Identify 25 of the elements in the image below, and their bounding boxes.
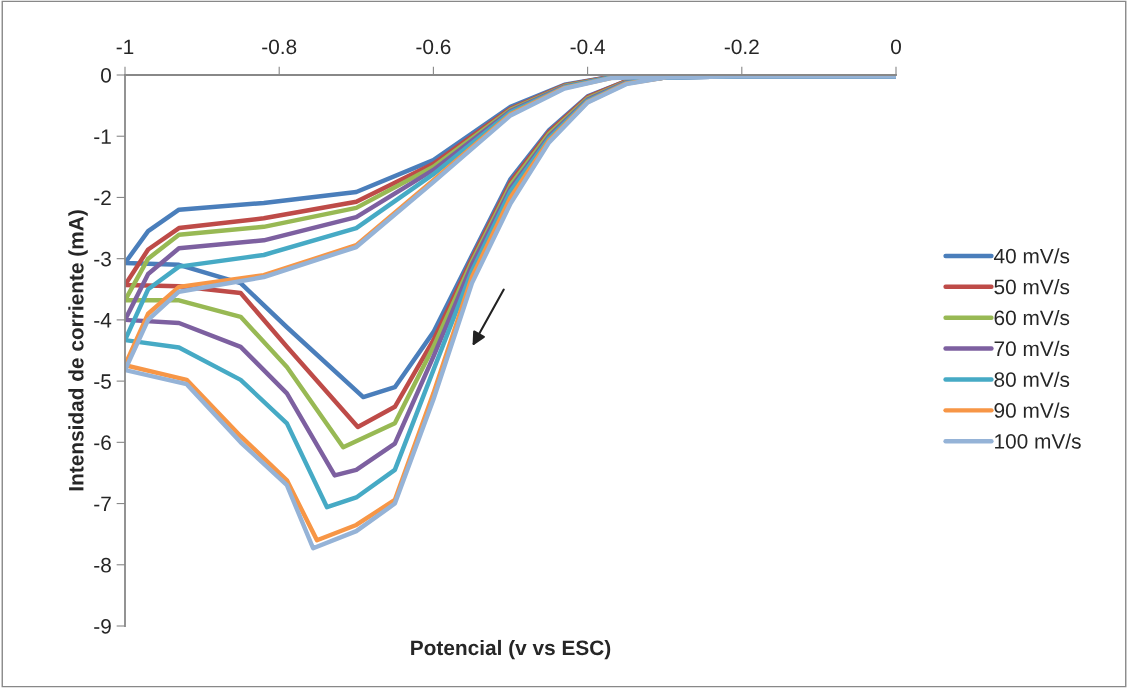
legend-label: 100 mV/s xyxy=(995,433,1081,449)
y-tick-label: -4 xyxy=(94,313,112,328)
legend-label: 70 mV/s xyxy=(994,340,1070,357)
x-tick-label: -0.2 xyxy=(724,39,759,55)
legend-label: 90 mV/s xyxy=(994,402,1070,418)
y-tick-label: -3 xyxy=(94,251,111,267)
y-tick-label: -6 xyxy=(94,435,111,451)
legend-label: 80 mV/s xyxy=(994,371,1070,387)
y-tick-label: -8 xyxy=(94,557,111,573)
x-tick-label: -0.6 xyxy=(416,39,451,55)
y-tick-label: -5 xyxy=(94,374,111,389)
y-tick-label: -7 xyxy=(94,496,111,512)
y-tick-label: -1 xyxy=(94,129,111,144)
legend-label: 60 mV/s xyxy=(994,309,1070,326)
y-tick-label: 0 xyxy=(101,68,111,83)
legend-label: 50 mV/s xyxy=(994,279,1070,295)
x-tick-label: -1 xyxy=(116,39,134,55)
legend-label: 40 mV/s xyxy=(993,248,1070,264)
y-axis-title: Intensidad de corriente (mA) xyxy=(68,210,88,491)
x-axis-title: Potencial (v vs ESC) xyxy=(411,639,611,660)
x-tick-label: 0 xyxy=(891,39,901,55)
y-tick-label: -2 xyxy=(94,190,111,205)
y-tick-label: -9 xyxy=(94,619,111,634)
x-tick-label: -0.8 xyxy=(262,39,297,55)
x-tick-label: -0.4 xyxy=(570,39,605,55)
